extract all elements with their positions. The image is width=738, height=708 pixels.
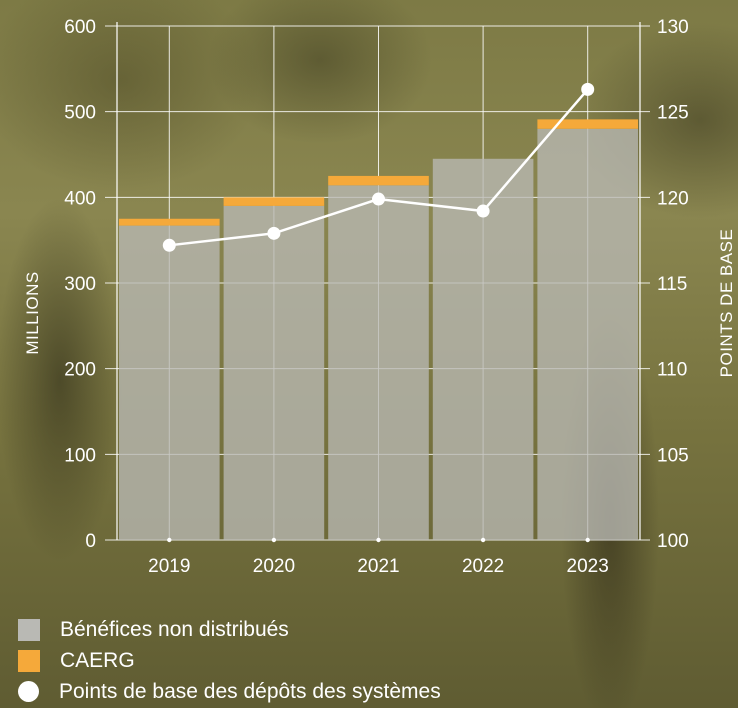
legend-item-caerg: CAERG — [18, 645, 441, 676]
legend-swatch-retained-earnings — [18, 618, 40, 641]
bar-caerg — [328, 175, 429, 186]
point-basis-points — [581, 82, 595, 96]
legend-label: Bénéfices non distribués — [60, 617, 289, 641]
y-left-tick-label: 0 — [85, 531, 96, 552]
y-right-tick-label: 110 — [657, 360, 687, 381]
x-tick-dot — [167, 537, 172, 543]
y-left-axis-title: MILLIONS — [23, 271, 42, 354]
y-left-tick-label: 600 — [64, 17, 96, 38]
y-left-tick-label: 100 — [64, 445, 96, 466]
bar-caerg — [537, 119, 638, 129]
x-tick-label: 2023 — [567, 556, 609, 577]
y-right-axis-title: POINTS DE BASE — [717, 229, 736, 378]
bar-caerg — [119, 218, 220, 226]
bar-retained-earnings — [432, 158, 534, 541]
y-right-tick-label: 100 — [657, 531, 689, 552]
bar-retained-earnings — [537, 128, 638, 541]
bar-retained-earnings — [328, 185, 429, 540]
y-left-tick-label: 500 — [64, 103, 96, 124]
legend: Bénéfices non distribués CAERG Points de… — [18, 614, 441, 707]
bar-caerg — [223, 197, 325, 206]
point-basis-points — [476, 204, 490, 218]
x-tick-dot — [376, 537, 381, 543]
legend-swatch-basis-points — [18, 681, 39, 702]
y-left-tick-label: 400 — [64, 188, 96, 209]
x-tick-label: 2022 — [462, 556, 504, 577]
x-tick-label: 2021 — [357, 556, 399, 577]
point-basis-points — [162, 238, 176, 252]
point-basis-points — [267, 226, 281, 240]
legend-label: CAERG — [60, 648, 135, 672]
x-tick-dot — [480, 537, 486, 543]
y-left-tick-label: 200 — [64, 360, 96, 381]
legend-item-basis-points: Points de base des dépôts des systèmes — [18, 676, 441, 707]
y-left-tick-label: 300 — [64, 274, 96, 295]
legend-swatch-caerg — [18, 649, 40, 672]
y-right-tick-label: 105 — [657, 445, 689, 466]
y-right-tick-label: 120 — [657, 188, 689, 209]
point-basis-points — [372, 192, 385, 206]
bar-retained-earnings — [119, 225, 220, 540]
y-right-tick-label: 130 — [657, 17, 689, 38]
x-tick-label: 2019 — [148, 556, 190, 577]
y-right-tick-label: 115 — [657, 274, 687, 295]
x-tick-dot — [271, 537, 277, 543]
legend-item-retained-earnings: Bénéfices non distribués — [18, 614, 441, 645]
x-tick-dot — [585, 537, 590, 543]
y-right-tick-label: 125 — [657, 103, 689, 124]
bar-retained-earnings — [223, 205, 325, 540]
x-tick-label: 2020 — [253, 556, 295, 577]
legend-label: Points de base des dépôts des systèmes — [59, 679, 441, 703]
